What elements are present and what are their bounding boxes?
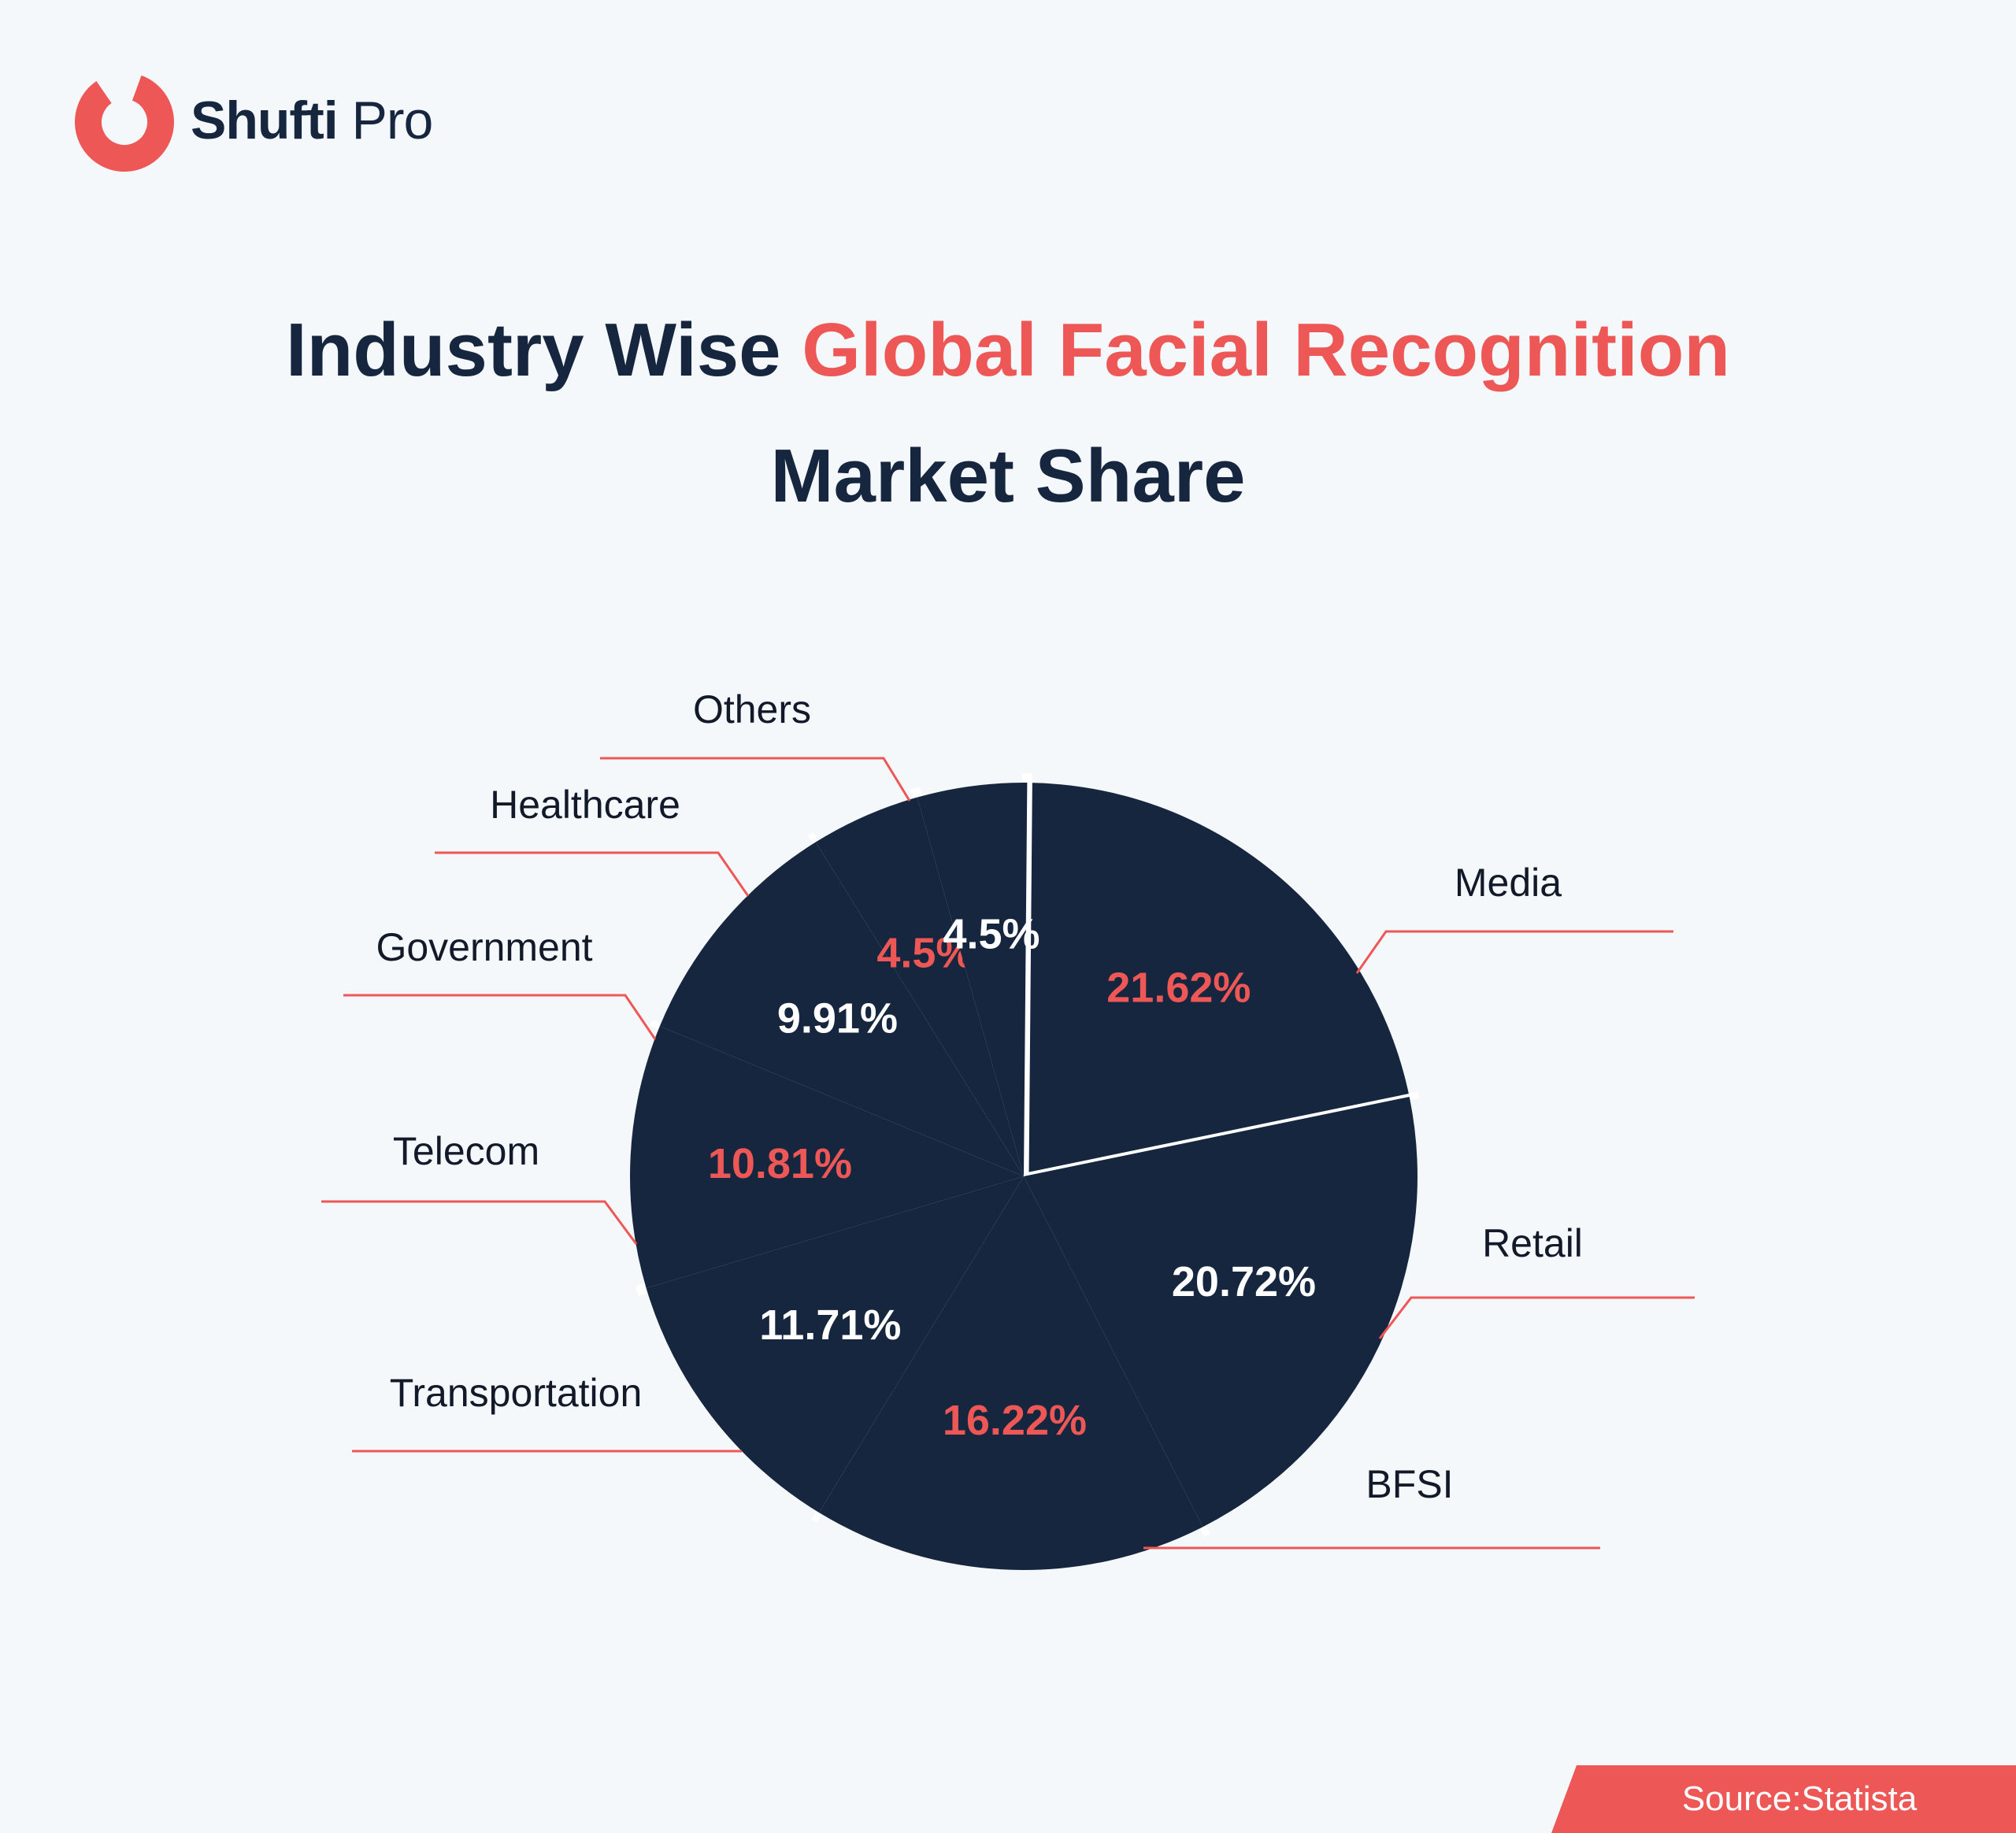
category-label-bfsi: BFSI xyxy=(1366,1462,1453,1506)
category-label-government: Government xyxy=(376,925,592,969)
category-label-retail: Retail xyxy=(1482,1221,1583,1265)
data-label-telecom: 10.81% xyxy=(708,1140,852,1187)
data-label-media: 21.62% xyxy=(1106,965,1251,1012)
leader-line-healthcare xyxy=(435,851,750,897)
pie-slice-others xyxy=(917,783,1028,1176)
brand-name-light: Pro xyxy=(351,91,434,150)
leader-line-telecom xyxy=(321,1200,638,1245)
data-label-transportation: 11.71% xyxy=(759,1302,901,1349)
leader-line-retail xyxy=(1378,1296,1695,1339)
brand-name: Shufti Pro xyxy=(191,90,434,151)
pie-slice-government xyxy=(659,842,1024,1176)
pie-slice-telecom xyxy=(630,1026,1024,1289)
data-label-government: 9.91% xyxy=(777,995,898,1042)
source-text: Source:Statista xyxy=(1681,1779,1918,1818)
pie-slice-retail xyxy=(1024,1096,1418,1528)
shufti-pro-logo-icon xyxy=(75,72,174,172)
chart-title-line2: Market Share xyxy=(770,434,1246,518)
source-badge: Source:Statista xyxy=(1551,1765,2016,1833)
source-badge-background xyxy=(1551,1765,2016,1833)
leader-line-media xyxy=(1355,930,1673,974)
pie-slice-media xyxy=(1024,783,1410,1176)
pie-chart: 21.62%20.72%16.22%11.71%10.81%9.91%4.5%4… xyxy=(321,687,1695,1570)
category-label-others: Others xyxy=(693,687,811,731)
pie-slice-bfsi xyxy=(818,1176,1203,1570)
leader-line-government xyxy=(343,994,657,1040)
chart-title-line1: Industry Wise Global Facial Recognition xyxy=(0,307,2016,394)
pie-slice-healthcare xyxy=(815,797,1024,1176)
category-label-media: Media xyxy=(1455,861,1562,905)
pie-slice-transportation xyxy=(646,1176,1024,1513)
data-label-retail: 20.72% xyxy=(1172,1258,1316,1305)
data-label-bfsi: 16.22% xyxy=(943,1397,1087,1444)
leader-line-others xyxy=(600,757,911,802)
category-label-healthcare: Healthcare xyxy=(490,783,680,827)
category-label-transportation: Transportation xyxy=(390,1371,643,1415)
brand-name-bold: Shufti xyxy=(191,91,339,150)
title-accent-part: Global Facial Recognition xyxy=(802,308,1731,392)
data-label-others: 4.5% xyxy=(943,911,1040,958)
category-label-telecom: Telecom xyxy=(393,1129,539,1173)
brand-logo: Shufti Pro xyxy=(72,68,466,178)
title-dark-part: Industry Wise xyxy=(285,308,781,392)
